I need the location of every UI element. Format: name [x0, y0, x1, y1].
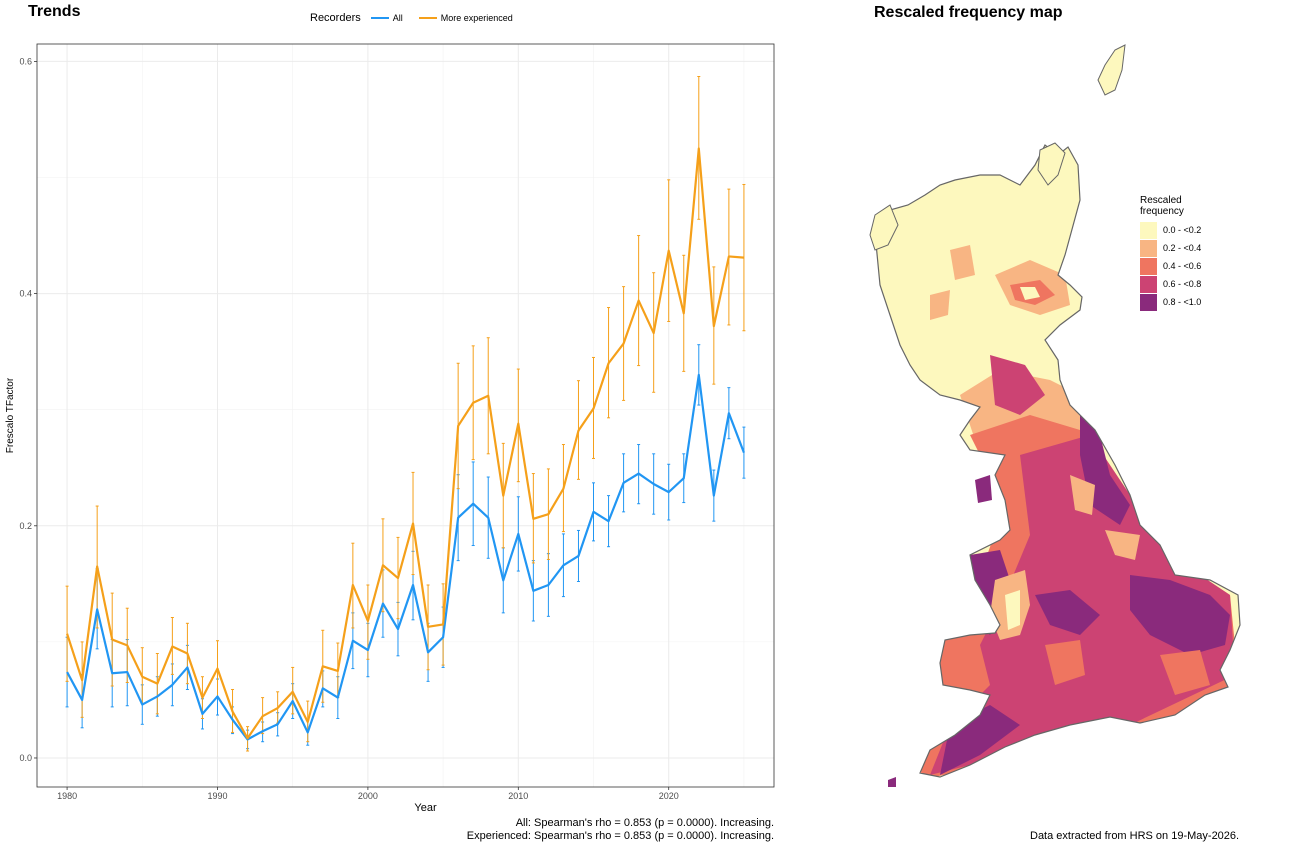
map-legend-swatch — [1140, 293, 1157, 311]
frequency-map — [869, 44, 1241, 787]
map-legend-title-line2: frequency — [1140, 206, 1184, 217]
x-tick-label: 1990 — [207, 791, 227, 801]
isle-of-man — [975, 475, 992, 503]
x-tick-label: 1980 — [57, 791, 77, 801]
y-tick-label: 0.6 — [19, 56, 32, 66]
map-legend-label: 0.6 - <0.8 — [1163, 279, 1202, 289]
y-tick-label: 0.4 — [19, 289, 32, 299]
gb-outline — [874, 144, 1241, 778]
map-legend-row: 0.6 - <0.8 — [1140, 275, 1201, 293]
series-line-all — [66, 373, 745, 741]
map-legend-swatch — [1140, 239, 1157, 257]
map-legend-title-line1: Rescaled — [1140, 195, 1182, 206]
stats-experienced: Experienced: Spearman's rho = 0.853 (p =… — [466, 830, 774, 842]
map-legend-label: 0.8 - <1.0 — [1163, 297, 1202, 307]
map-legend-label: 0.0 - <0.2 — [1163, 225, 1202, 235]
shetland-outline — [1097, 44, 1126, 96]
legend-title: Recorders — [310, 12, 361, 24]
y-axis-title: Frescalo TFactor — [5, 377, 16, 453]
plot-border — [36, 43, 775, 788]
stats-all: All: Spearman's rho = 0.853 (p = 0.0000)… — [515, 817, 774, 829]
legend-swatch-all — [370, 17, 389, 19]
map-legend-title: Rescaled frequency — [1140, 195, 1201, 217]
legend-label-experienced: More experienced — [440, 13, 513, 23]
map-legend-swatch — [1140, 221, 1157, 239]
series-line-experienced — [66, 147, 745, 740]
legend-item-all: All — [370, 13, 403, 23]
orkney-outline — [1037, 142, 1066, 186]
x-tick-label: 2000 — [358, 791, 378, 801]
map-legend-label: 0.2 - <0.4 — [1163, 243, 1202, 253]
legend-item-experienced: More experienced — [418, 13, 513, 23]
hebrides-outline — [869, 204, 899, 251]
map-legend-swatch — [1140, 257, 1157, 275]
legend-label-all: All — [392, 13, 403, 23]
chart-legend: Recorders All More experienced — [310, 12, 523, 24]
scilly — [888, 777, 896, 787]
y-tick-label: 0.2 — [19, 521, 32, 531]
x-tick-label: 2020 — [659, 791, 679, 801]
map-legend-row: 0.8 - <1.0 — [1140, 293, 1201, 311]
x-axis-title: Year — [414, 802, 437, 814]
map-legend-swatch — [1140, 275, 1157, 293]
map-title: Rescaled frequency map — [874, 4, 1063, 21]
map-legend-row: 0.2 - <0.4 — [1140, 239, 1201, 257]
y-tick-label: 0.0 — [19, 753, 32, 763]
data-note: Data extracted from HRS on 19-May-2026. — [1030, 830, 1240, 842]
stats-block: All: Spearman's rho = 0.853 (p = 0.0000)… — [467, 817, 774, 843]
x-tick-label: 2010 — [508, 791, 528, 801]
trends-title: Trends — [28, 3, 81, 20]
map-legend-row: 0.4 - <0.6 — [1140, 257, 1201, 275]
map-legend: Rescaled frequency 0.0 - <0.2 0.2 - <0.4… — [1140, 195, 1201, 311]
map-legend-label: 0.4 - <0.6 — [1163, 261, 1202, 271]
legend-swatch-experienced — [418, 17, 437, 19]
trends-chart: 1980 1990 2000 2010 2020 0.0 0.2 0.4 0.6 Year Fres… — [5, 43, 775, 814]
map-legend-row: 0.0 - <0.2 — [1140, 221, 1201, 239]
plot-panel — [37, 44, 774, 787]
